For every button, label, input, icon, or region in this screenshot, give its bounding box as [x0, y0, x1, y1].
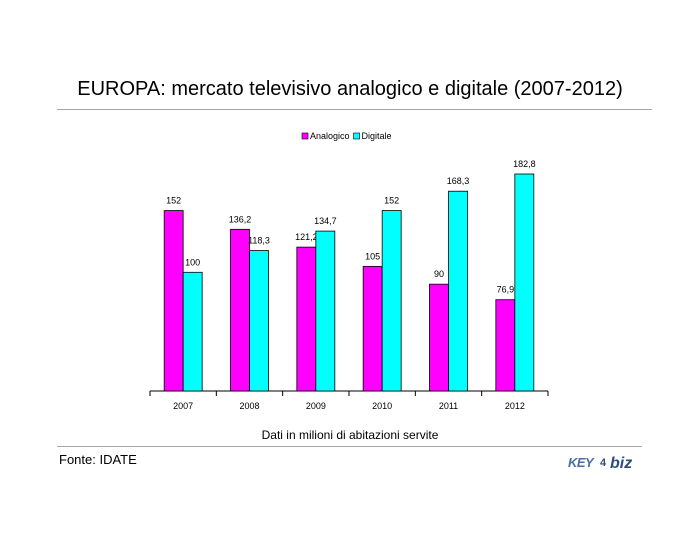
- bar-analogico-2009: [296, 246, 317, 392]
- bar-digitale-2012: [514, 173, 535, 392]
- x-tick-label: 2009: [306, 401, 326, 411]
- svg-text:4: 4: [600, 457, 607, 469]
- bar-digitale-2010: [381, 210, 402, 392]
- data-label: 134,7: [314, 216, 337, 226]
- footer-divider: [57, 446, 642, 447]
- keybiz-logo: KEY 4 biz: [568, 455, 632, 472]
- bar-digitale-2009: [315, 230, 336, 392]
- x-tick-label: 2012: [505, 401, 525, 411]
- x-tick-label: 2008: [239, 401, 259, 411]
- source-note: Fonte: IDATE: [59, 452, 137, 467]
- data-label: 136,2: [229, 214, 252, 224]
- bar-chart: 152 100 2007 136,2 118,3 2008 121,2 134,7 2009 10…: [149, 131, 549, 411]
- data-label: 152: [384, 196, 399, 206]
- x-tick-label: 2011: [439, 401, 458, 411]
- data-label: 152: [166, 196, 181, 206]
- bar-analogico-2011: [429, 283, 449, 392]
- data-label: 168,3: [447, 176, 470, 186]
- data-label: 105: [365, 251, 380, 261]
- slide-title: EUROPA: mercato televisivo analogico e d…: [77, 78, 623, 100]
- data-label: 90: [434, 269, 444, 279]
- bar-analogico-2007: [163, 210, 184, 392]
- bar-digitale-2007: [182, 271, 203, 392]
- x-tick-label: 2010: [372, 401, 392, 411]
- data-label: 118,3: [248, 236, 270, 246]
- svg-text:biz: biz: [610, 455, 632, 472]
- bar-digitale-2011: [448, 190, 468, 392]
- bar-analogico-2010: [362, 265, 383, 392]
- bar-digitale-2008: [249, 250, 269, 392]
- data-label: 182,8: [513, 159, 536, 169]
- legend-label-analogico: Analogico: [310, 131, 350, 141]
- data-label: 76,9: [497, 285, 515, 295]
- data-label: 121,2: [295, 232, 318, 242]
- data-label: 100: [185, 257, 200, 267]
- legend-swatch-digitale: [353, 132, 360, 140]
- svg-text:KEY: KEY: [568, 455, 595, 470]
- bar-analogico-2012: [495, 299, 516, 392]
- legend-label-digitale: Digitale: [362, 131, 392, 141]
- legend-swatch-analogico: [301, 132, 309, 140]
- title-divider: [57, 109, 652, 110]
- x-tick-label: 2007: [173, 401, 193, 411]
- bar-analogico-2008: [230, 228, 250, 392]
- chart-subtitle: Dati in milioni di abitazioni servite: [261, 428, 439, 442]
